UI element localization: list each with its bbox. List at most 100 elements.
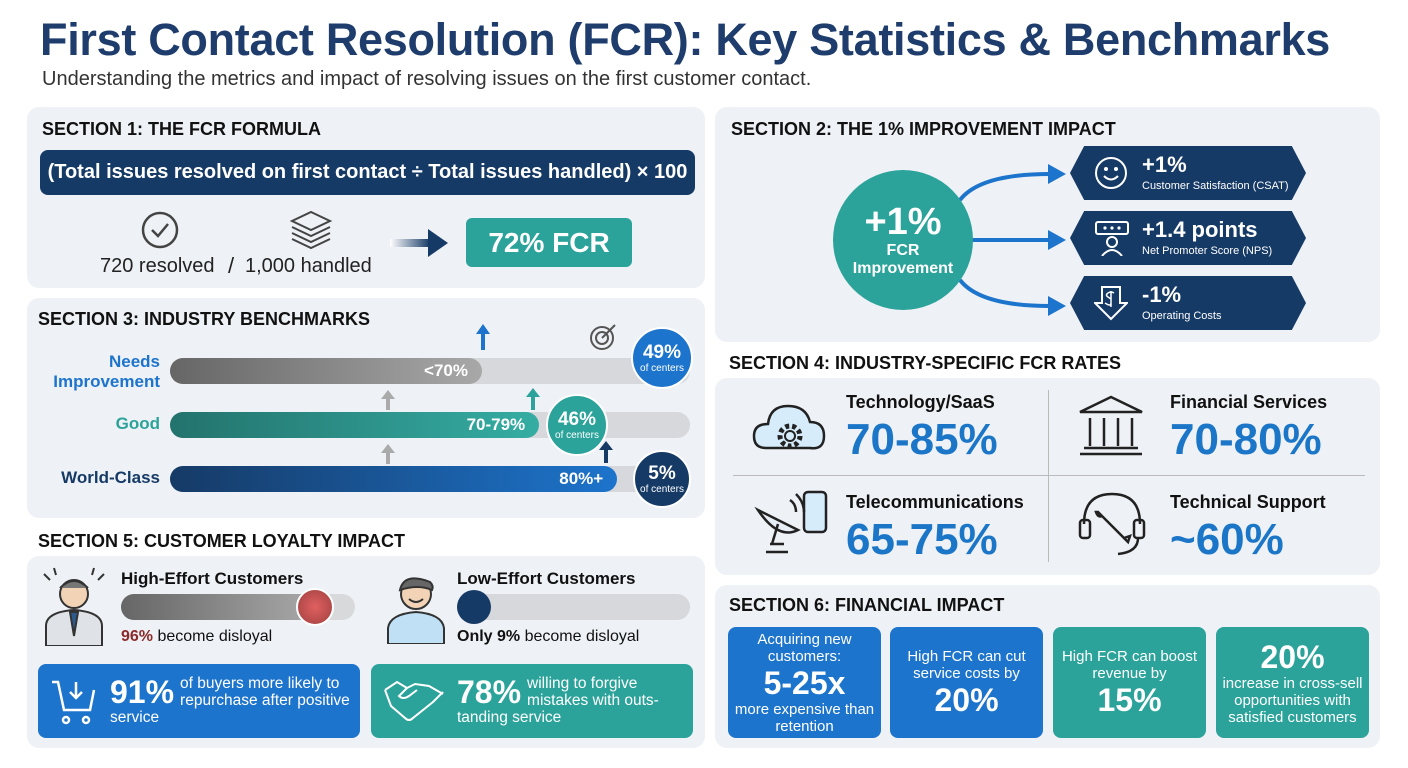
share-value: 49%	[642, 341, 682, 363]
rating-person-icon	[1095, 221, 1129, 256]
benchmark-share-circle: 46% of centers	[546, 394, 608, 456]
stressed-person-icon	[43, 567, 105, 646]
target-icon	[590, 324, 616, 350]
benchmark-share-circle: 5% of centers	[633, 450, 691, 508]
benchmark-label: Needs Improvement	[53, 352, 160, 391]
industry-name: Technical Support	[1170, 492, 1326, 512]
cart-icon	[52, 680, 96, 725]
page-subtitle: Understanding the metrics and impact of …	[42, 68, 812, 90]
industry-rate: ~60%	[1170, 515, 1284, 564]
fcr-result: 72% FCR	[466, 218, 632, 267]
industry-telecom: Telecommunications 65-75%	[846, 492, 1024, 565]
repurchase-text: of buyers more likely to repurchase afte…	[110, 675, 350, 726]
industry-rate: 70-85%	[846, 415, 998, 464]
industry-name: Telecommunications	[846, 492, 1024, 512]
high-effort-stat: 96% become disloyal	[121, 628, 272, 646]
high-effort-text: become disloyal	[157, 628, 273, 645]
benchmark-bar: 80%+	[170, 466, 690, 492]
card-top-text: Acquiring new customers:	[757, 630, 852, 665]
forgive-value: 78%	[457, 674, 522, 710]
forgive-text: willing to forgive mistakes with outs-ta…	[457, 675, 659, 726]
benchmark-label: Good	[115, 414, 160, 433]
low-effort-text: become disloyal	[524, 628, 640, 645]
arrow-up-icon	[599, 441, 613, 463]
benchmark-fill: <70%	[170, 358, 482, 384]
csat-impact: +1% Customer Satisfaction (CSAT)	[1070, 146, 1306, 200]
high-effort-pct: 96%	[121, 628, 154, 645]
happy-person-icon	[387, 577, 445, 644]
low-effort-stat: Only 9% become disloyal	[457, 628, 639, 646]
low-effort-prefix: Only	[457, 628, 493, 645]
card-value: 5-25x	[763, 664, 846, 701]
share-label: of centers	[640, 362, 684, 374]
bank-icon	[1079, 395, 1143, 456]
industry-name: Technology/SaaS	[846, 392, 995, 412]
improvement-value: +1%	[864, 201, 942, 243]
share-label: of centers	[640, 483, 684, 495]
benchmark-bar: 70-79%	[170, 412, 690, 438]
high-effort-bar	[121, 588, 355, 626]
industry-technology: Technology/SaaS 70-85%	[846, 392, 998, 465]
improvement-label: FCR Improvement	[852, 242, 954, 277]
section-6-title: SECTION 6: FINANCIAL IMPACT	[729, 595, 1005, 615]
card-bottom-text: increase in cross-sell opportunities wit…	[1222, 675, 1363, 726]
csat-label: Customer Satisfaction (CSAT)	[1142, 180, 1289, 192]
arrow-up-icon	[381, 444, 395, 464]
nps-value: +1.4 points	[1142, 217, 1258, 242]
repurchase-stat-card: 91% of buyers more likely to repurchase a…	[38, 664, 360, 738]
industry-financial: Financial Services 70-80%	[1170, 392, 1327, 465]
forgive-stat-text: 78% willing to forgive mistakes with outs…	[457, 675, 687, 726]
handled-count: 1,000 handled	[245, 255, 372, 277]
card-top-text: High FCR can boost revenue by	[1061, 647, 1198, 682]
smiley-icon	[1095, 157, 1127, 189]
card-bottom-text: more expensive than retention	[734, 700, 875, 735]
csat-value: +1%	[1142, 152, 1187, 177]
check-circle-icon	[141, 211, 179, 249]
repurchase-stat-text: 91% of buyers more likely to repurchase a…	[110, 675, 352, 726]
repurchase-value: 91%	[110, 674, 175, 710]
cloud-gear-icon	[752, 404, 826, 450]
arrow-up-icon	[476, 324, 490, 350]
share-value: 46%	[557, 408, 597, 430]
section-4-title: SECTION 4: INDUSTRY-SPECIFIC FCR RATES	[729, 353, 1122, 373]
page-title: First Contact Resolution (FCR): Key Stat…	[40, 14, 1331, 65]
headset-wrench-icon	[1078, 492, 1146, 556]
nps-label: Net Promoter Score (NPS)	[1142, 245, 1273, 257]
divider	[733, 475, 1365, 476]
cost-label: Operating Costs	[1142, 310, 1222, 322]
resolved-count: 720 resolved	[100, 255, 215, 277]
low-effort-bar	[457, 590, 690, 624]
industry-rate: 65-75%	[846, 515, 998, 564]
dollar-down-icon	[1094, 286, 1128, 321]
share-label: of centers	[555, 429, 599, 441]
arrow-right-icon	[390, 229, 448, 257]
high-effort-marker	[295, 588, 334, 626]
card-value: 15%	[1097, 681, 1162, 718]
card-top-text: High FCR can cut service costs by	[907, 647, 1026, 682]
fcr-improvement-circle: +1% FCR Improvement	[833, 170, 973, 310]
financial-card-acquisition: Acquiring new customers: 5-25x more expens…	[728, 627, 881, 738]
industry-name: Financial Services	[1170, 392, 1328, 412]
divider	[1048, 390, 1049, 562]
card-value: 20%	[934, 681, 999, 718]
industry-rate: 70-80%	[1170, 415, 1322, 464]
arrow-up-icon	[526, 388, 540, 410]
industry-tech-support: Technical Support ~60%	[1170, 492, 1326, 565]
financial-card-revenue: High FCR can boost revenue by 15%	[1053, 627, 1206, 738]
share-value: 5%	[648, 462, 676, 484]
cost-impact: -1% Operating Costs	[1070, 276, 1306, 330]
low-effort-title: Low-Effort Customers	[457, 569, 636, 588]
layers-icon	[289, 210, 333, 250]
cost-value: -1%	[1142, 282, 1182, 307]
satellite-phone-icon	[754, 490, 828, 554]
benchmark-share-circle: 49% of centers	[631, 327, 693, 389]
arrow-up-icon	[381, 390, 395, 410]
financial-card-cross-sell: 20% increase in cross-sell opportunities …	[1216, 627, 1369, 738]
fcr-formula: (Total issues resolved on first contact …	[40, 150, 695, 195]
divide-slash: /	[228, 253, 235, 278]
benchmark-label: World-Class	[61, 468, 160, 487]
low-effort-marker	[457, 590, 491, 624]
section-3-title: SECTION 3: INDUSTRY BENCHMARKS	[38, 309, 371, 329]
high-effort-fill	[121, 594, 319, 620]
benchmark-fill: 80%+	[170, 466, 618, 492]
